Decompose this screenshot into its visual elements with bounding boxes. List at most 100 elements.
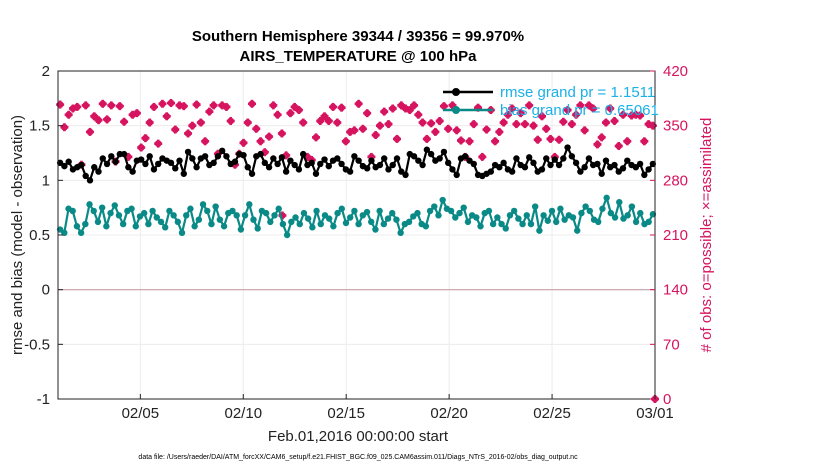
- obs-assimilated-point: [316, 116, 325, 125]
- obs-assimilated-point: [252, 124, 261, 133]
- obs-assimilated-point: [218, 101, 227, 110]
- rmse-point: [172, 165, 179, 172]
- rmse-point: [453, 171, 460, 179]
- bias-point: [98, 204, 106, 211]
- rmse-point: [86, 177, 94, 184]
- bias-point: [523, 212, 530, 219]
- bias-point: [405, 218, 413, 226]
- obs-assimilated-point: [132, 109, 141, 118]
- bias-point: [574, 227, 581, 234]
- rmse-point: [299, 150, 307, 158]
- obs-assimilated-point: [512, 120, 521, 129]
- bias-point: [494, 214, 501, 221]
- y-right-tick-label: 210: [663, 227, 688, 244]
- rmse-point: [270, 155, 277, 162]
- bias-point: [153, 214, 160, 221]
- rmse-point: [547, 161, 554, 169]
- obs-assimilated-point: [533, 135, 542, 144]
- rmse-point: [184, 148, 192, 156]
- y-right-tick-label: 420: [663, 63, 688, 80]
- obs-assimilated-point: [358, 124, 367, 133]
- bias-point: [178, 229, 186, 237]
- rmse-point: [389, 161, 396, 169]
- right-axis: 0 70 140 210 280 350 420: [650, 63, 688, 408]
- bias-point: [372, 226, 379, 233]
- bias-point: [313, 207, 320, 215]
- rmse-point: [500, 159, 507, 167]
- chart-title: Southern Hemisphere 39344 / 39356 = 99.9…: [192, 28, 524, 45]
- obs-assimilated-point: [619, 110, 628, 119]
- data-file-footer: data file: /Users/raeder/DAI/ATM_forcXX/…: [138, 454, 578, 461]
- bias-point: [166, 207, 173, 215]
- obs-assimilated-point: [431, 127, 440, 136]
- bias-point: [578, 209, 585, 217]
- obs-assimilated-point: [589, 104, 598, 113]
- obs-assimilated-point: [448, 101, 457, 110]
- bias-point: [220, 223, 228, 230]
- obs-assimilated-point: [503, 110, 512, 119]
- bias-point: [426, 207, 434, 215]
- obs-assimilated-point: [290, 102, 299, 111]
- obs-assimilated-point: [188, 121, 197, 130]
- bias-point: [473, 214, 480, 221]
- obs-assimilated-point: [606, 104, 615, 113]
- obs-assimilated-point: [495, 127, 504, 136]
- obs-assimilated-point: [542, 124, 551, 133]
- rmse-point: [645, 166, 652, 173]
- bias-point: [389, 209, 396, 217]
- bias-point: [279, 220, 287, 228]
- obs-assimilated-point: [98, 99, 107, 108]
- bias-point: [187, 205, 194, 212]
- bias-point: [414, 209, 421, 217]
- bias-point: [346, 214, 354, 221]
- bias-point: [73, 223, 81, 230]
- rmse-point: [295, 166, 303, 173]
- bias-point: [107, 209, 114, 217]
- bias-point: [628, 203, 636, 210]
- bias-point: [262, 209, 270, 217]
- bias-point: [174, 218, 182, 226]
- bias-point: [199, 201, 207, 208]
- bias-point: [519, 220, 526, 228]
- obs-assimilated-point: [179, 102, 188, 111]
- y-tick-label: -1: [37, 391, 50, 408]
- x-tick-label: 03/01: [636, 405, 674, 422]
- bias-point: [61, 229, 68, 237]
- bias-point: [183, 212, 190, 219]
- obs-assimilated-point: [397, 101, 406, 110]
- rmse-point: [530, 159, 537, 167]
- obs-assimilated-point: [601, 118, 610, 127]
- y-right-tick-label: 350: [663, 118, 688, 135]
- rmse-point: [201, 153, 209, 160]
- bias-point: [607, 209, 615, 217]
- obs-assimilated-point: [610, 116, 619, 125]
- bias-point: [595, 218, 602, 226]
- bias-point: [624, 212, 631, 219]
- bias-point: [86, 201, 93, 208]
- obs-assimilated-point: [337, 103, 346, 112]
- rmse-point: [376, 161, 384, 169]
- obs-assimilated-point: [103, 115, 112, 124]
- bias-point: [456, 209, 463, 217]
- obs-assimilated-point: [422, 134, 431, 143]
- bias-point: [569, 214, 577, 221]
- obs-assimilated-point: [580, 126, 589, 135]
- bias-point: [103, 223, 110, 230]
- obs-assimilated-point: [239, 138, 248, 147]
- rmse-point: [210, 159, 217, 167]
- rmse-point: [410, 153, 418, 160]
- obs-assimilated-point: [482, 125, 491, 134]
- obs-assimilated-point: [636, 111, 645, 120]
- bias-point: [502, 225, 509, 232]
- bias-point: [393, 216, 400, 223]
- obs-assimilated-point: [226, 116, 235, 125]
- bias-point: [90, 207, 97, 215]
- obs-assimilated-point: [167, 99, 176, 108]
- obs-assimilated-point: [546, 134, 555, 143]
- obs-assimilated-point: [209, 101, 218, 110]
- x-tick-label: 02/10: [225, 405, 263, 422]
- bias-point: [77, 229, 85, 237]
- y-tick-label: 1: [42, 172, 50, 189]
- rmse-point: [65, 158, 72, 165]
- bias-point: [309, 224, 316, 231]
